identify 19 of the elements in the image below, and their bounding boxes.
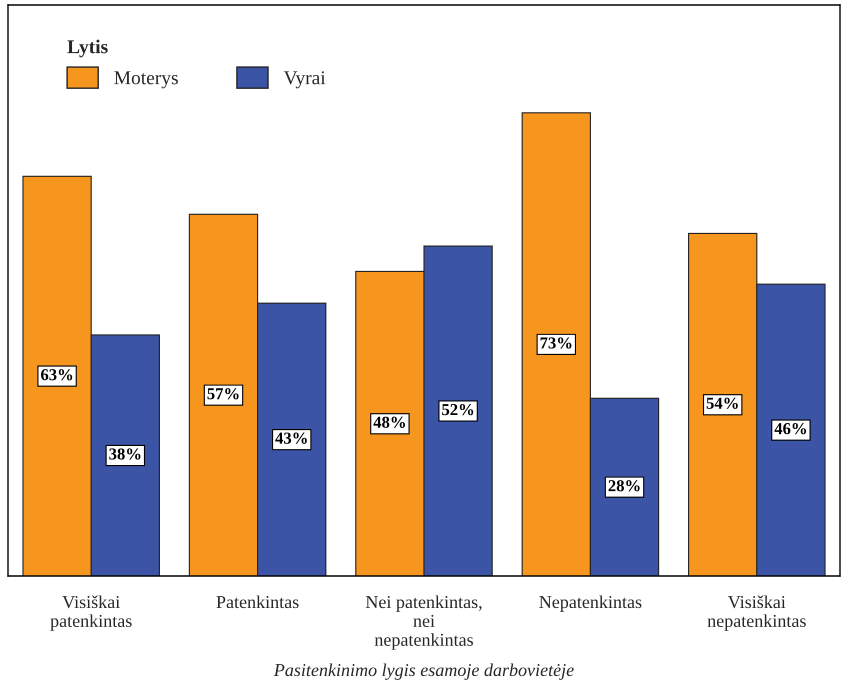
- x-tick-label: Nei patenkintas, nei nepatenkintas: [366, 595, 482, 650]
- data-label: 57%: [207, 388, 239, 400]
- data-label: 28%: [608, 480, 640, 492]
- data-label: 43%: [275, 432, 307, 444]
- data-label: 52%: [442, 404, 474, 416]
- data-label: 46%: [774, 423, 806, 434]
- data-label: 48%: [373, 416, 405, 428]
- x-tick-label: Patenkintas: [216, 595, 299, 608]
- x-tick-label: Visiškai patenkintas: [50, 595, 132, 631]
- legend-label: Vyrai: [284, 71, 326, 88]
- data-label: 54%: [706, 398, 738, 409]
- data-label: 38%: [109, 448, 140, 460]
- data-label: 73%: [540, 337, 572, 349]
- x-tick-label: Visiškai nepatenkintas: [708, 595, 806, 631]
- x-axis-title: Pasitenkinimo lygis esamoje darbovietėje: [274, 663, 574, 680]
- data-label: 63%: [40, 369, 72, 380]
- legend-label: Moterys: [114, 71, 178, 88]
- x-tick-label: Nepatenkintas: [539, 595, 642, 612]
- legend-title: Lytis: [67, 40, 108, 58]
